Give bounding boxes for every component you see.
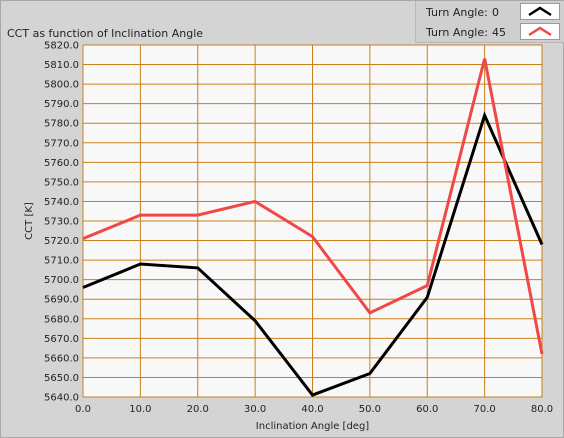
y-tick-label: 5810.0 <box>44 60 79 71</box>
y-tick-label: 5690.0 <box>44 295 79 306</box>
y-axis-title: CCT [K] <box>24 202 35 240</box>
legend-label: Turn Angle: <box>426 6 488 19</box>
x-tick-label: 80.0 <box>531 404 553 415</box>
y-tick-label: 5730.0 <box>44 217 79 228</box>
y-tick-label: 5720.0 <box>44 236 79 247</box>
y-tick-label: 5680.0 <box>44 314 79 325</box>
legend-label: Turn Angle: <box>426 26 488 39</box>
x-tick-label: 20.0 <box>187 404 209 415</box>
y-tick-label: 5770.0 <box>44 138 79 149</box>
x-tick-label: 60.0 <box>416 404 438 415</box>
x-tick-label: 30.0 <box>244 404 266 415</box>
y-tick-label: 5740.0 <box>44 197 79 208</box>
legend-value: 0 <box>492 6 499 19</box>
y-tick-label: 5780.0 <box>44 119 79 130</box>
legend-item-series-1: Turn Angle: 45 <box>416 22 564 42</box>
y-tick-label: 5790.0 <box>44 99 79 110</box>
series <box>82 58 544 397</box>
series-line-0 <box>82 111 544 397</box>
y-tick-label: 5640.0 <box>44 393 79 404</box>
x-tick-label: 70.0 <box>473 404 495 415</box>
chart-title: CCT as function of Inclination Angle <box>7 27 204 40</box>
y-tick-label: 5650.0 <box>44 373 79 384</box>
legend-swatch-series-0[interactable] <box>520 3 560 20</box>
x-tick-label: 10.0 <box>129 404 151 415</box>
y-tick-label: 5800.0 <box>44 80 79 91</box>
x-tick-label: 50.0 <box>359 404 381 415</box>
y-tick-label: 5670.0 <box>44 334 79 345</box>
tick-labels: 5640.0 5650.0 5660.0 5670.0 5680.0 5690.0 5700… <box>44 41 553 416</box>
y-tick-label: 5710.0 <box>44 256 79 267</box>
x-tick-label: 0.0 <box>75 404 91 415</box>
y-tick-label: 5820.0 <box>44 41 79 52</box>
series-line-1 <box>82 58 544 355</box>
y-tick-label: 5750.0 <box>44 177 79 188</box>
line-swatch-icon <box>528 6 552 17</box>
y-tick-label: 5760.0 <box>44 158 79 169</box>
x-tick-label: 40.0 <box>301 404 323 415</box>
legend-item-series-0: Turn Angle: 0 <box>416 2 564 22</box>
line-swatch-icon <box>528 26 552 37</box>
y-tick-label: 5700.0 <box>44 275 79 286</box>
y-tick-label: 5660.0 <box>44 353 79 364</box>
x-axis-title: Inclination Angle [deg] <box>256 421 370 432</box>
legend-value: 45 <box>492 26 506 39</box>
grid <box>82 44 543 398</box>
legend: Turn Angle: 0 Turn Angle: 45 <box>415 1 564 43</box>
legend-swatch-series-1[interactable] <box>520 23 560 40</box>
